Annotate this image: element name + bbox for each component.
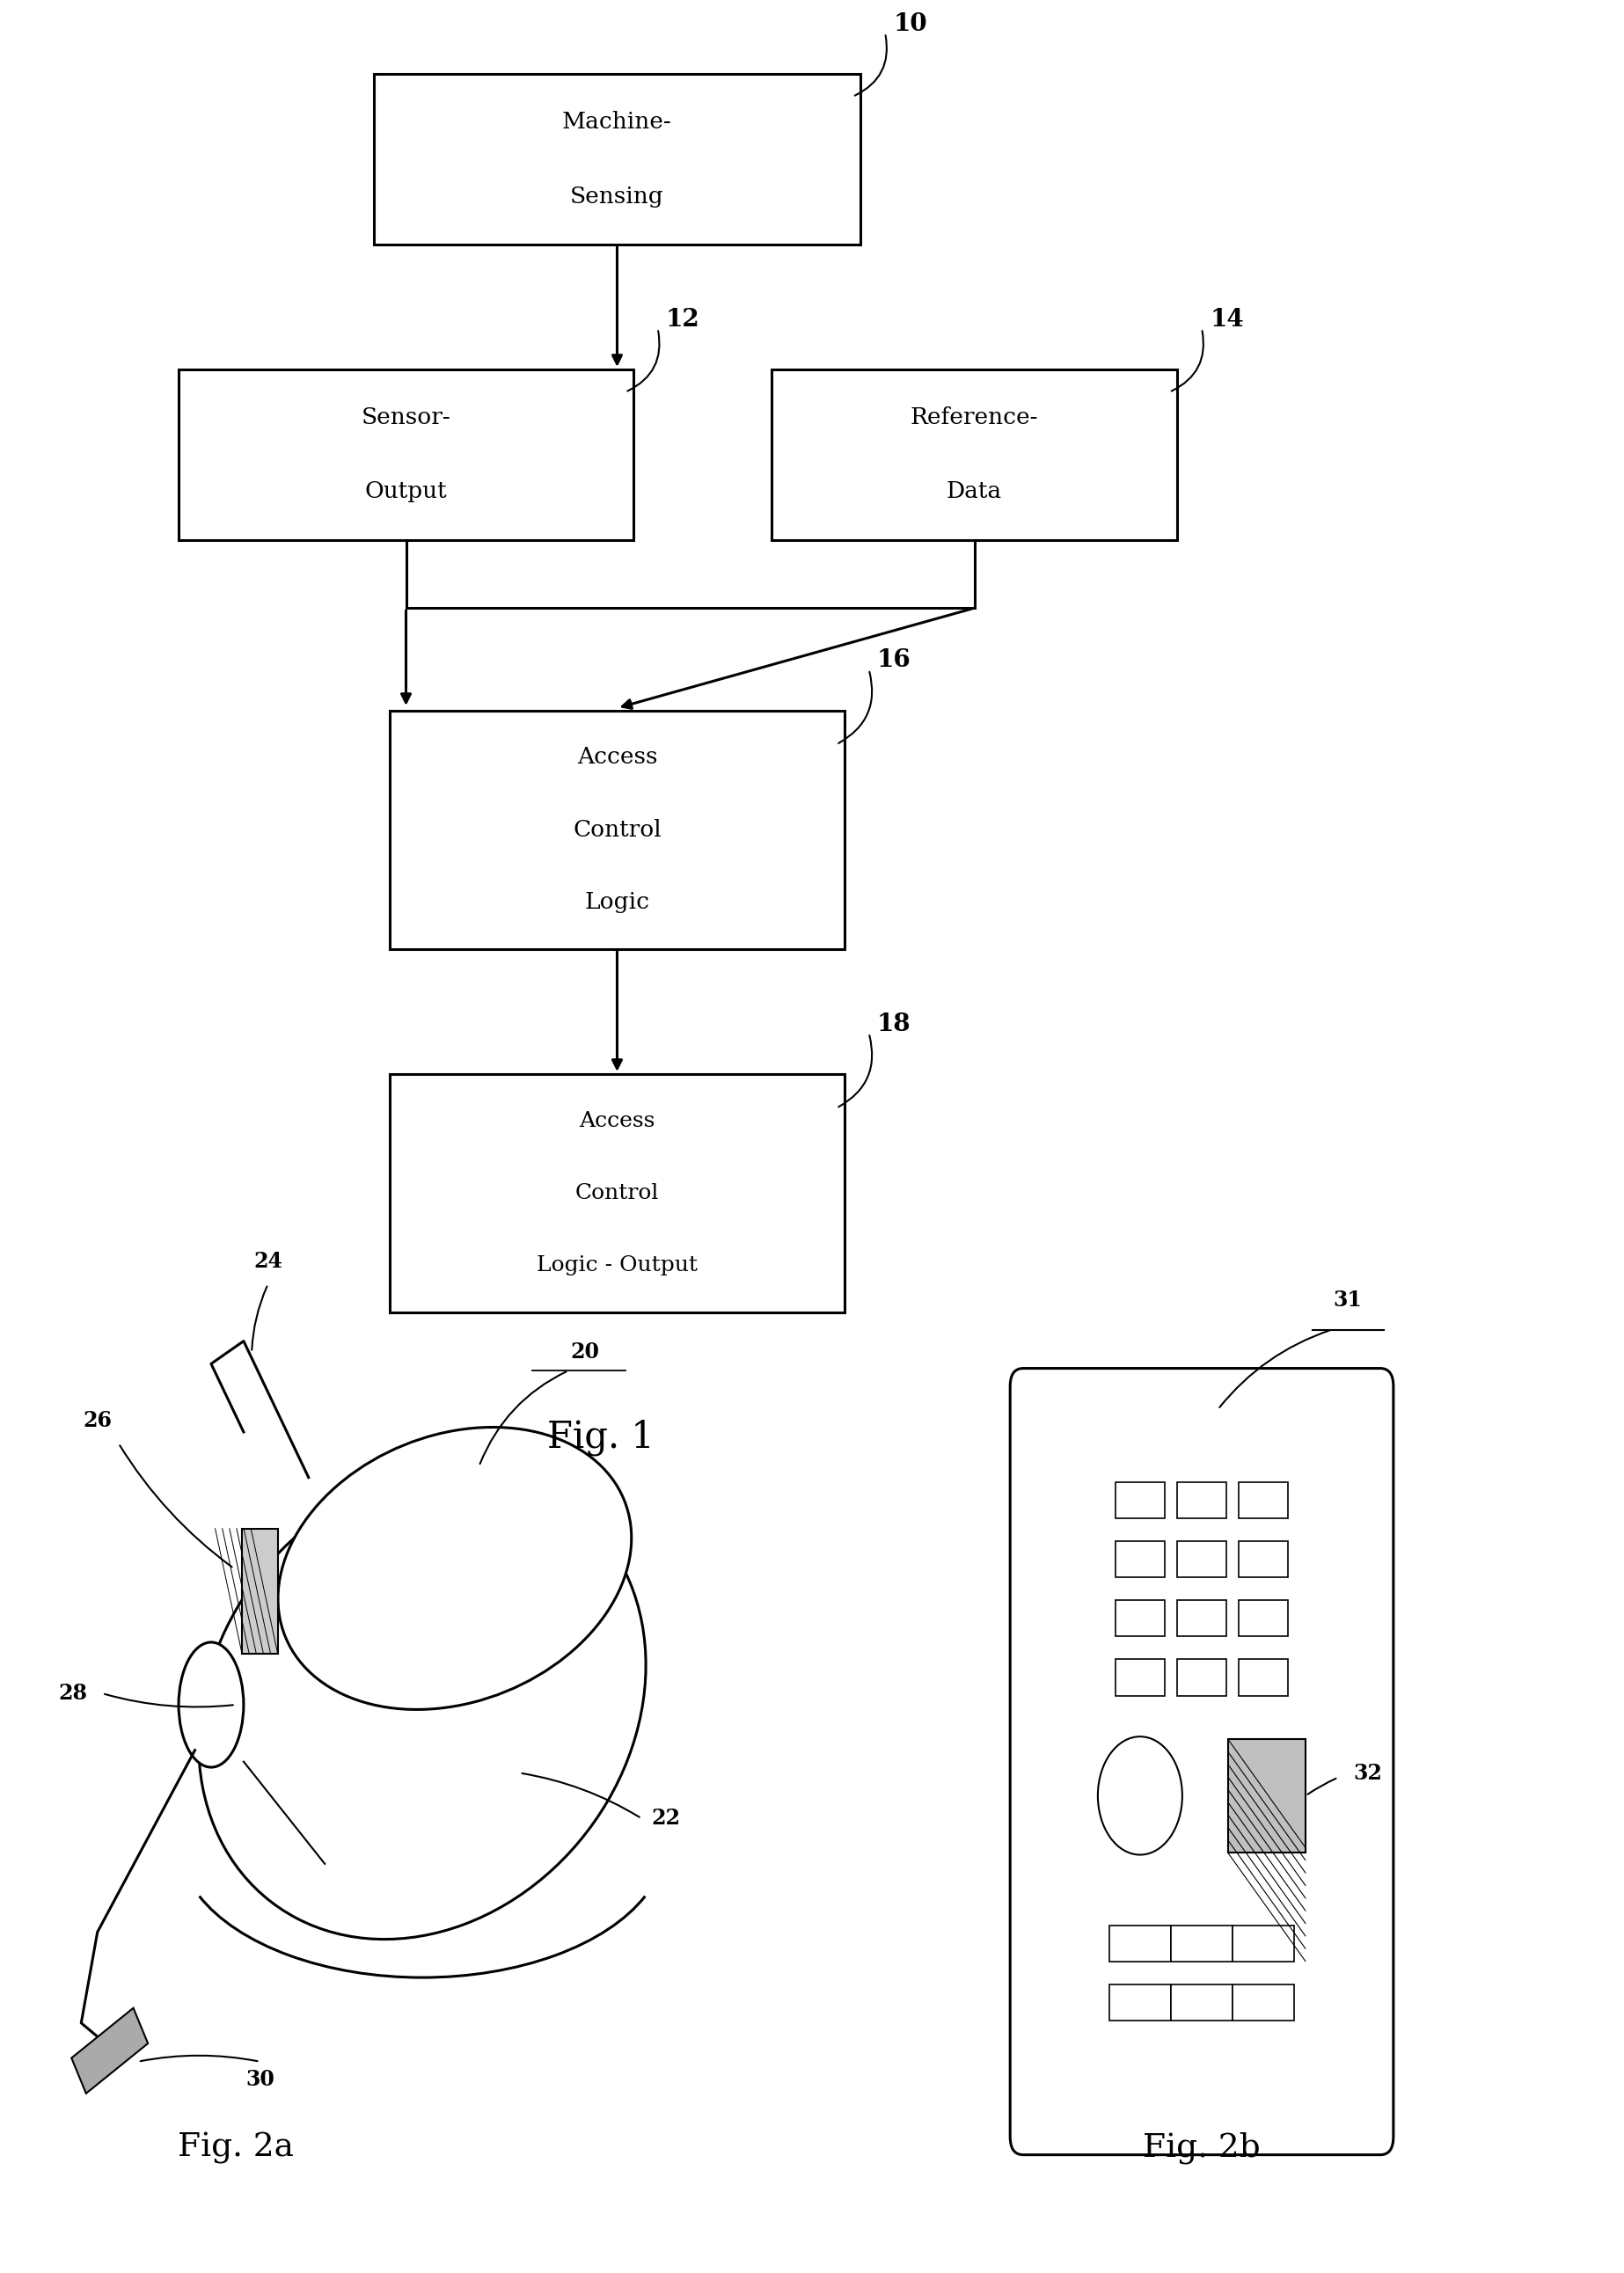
Bar <box>1177 1482 1226 1518</box>
Text: 22: 22 <box>651 1807 680 1830</box>
Text: Output: Output <box>365 480 447 502</box>
Text: 10: 10 <box>893 11 927 36</box>
Text: Fig. 2b: Fig. 2b <box>1143 2132 1260 2164</box>
Text: Reference-: Reference- <box>911 407 1038 430</box>
Bar <box>771 368 1177 539</box>
Text: Data: Data <box>947 480 1002 502</box>
Text: 30: 30 <box>245 2068 274 2091</box>
Text: 18: 18 <box>877 1011 911 1036</box>
Bar <box>1239 1541 1288 1577</box>
Bar <box>1109 1984 1171 2021</box>
Text: 28: 28 <box>58 1682 88 1705</box>
Text: 16: 16 <box>877 648 911 673</box>
Text: 26: 26 <box>83 1409 112 1432</box>
Bar <box>390 709 844 950</box>
Ellipse shape <box>278 1427 632 1709</box>
Text: Sensor-: Sensor- <box>361 407 451 430</box>
Bar <box>1177 1600 1226 1637</box>
Text: Logic - Output: Logic - Output <box>536 1255 698 1275</box>
Text: Logic: Logic <box>585 891 650 914</box>
Text: Control: Control <box>575 1184 659 1202</box>
Text: Fig. 1: Fig. 1 <box>547 1418 654 1457</box>
Text: 32: 32 <box>1353 1762 1382 1784</box>
Bar <box>1177 1659 1226 1696</box>
Text: 20: 20 <box>570 1341 599 1364</box>
Ellipse shape <box>179 1641 244 1768</box>
Bar <box>1239 1659 1288 1696</box>
Ellipse shape <box>198 1471 646 1939</box>
FancyBboxPatch shape <box>1010 1368 1393 2155</box>
Bar <box>1116 1541 1164 1577</box>
Bar <box>390 1075 844 1312</box>
Bar <box>1228 1739 1306 1852</box>
Bar <box>1171 1925 1233 1962</box>
Bar <box>1239 1482 1288 1518</box>
Text: Machine-: Machine- <box>562 111 672 134</box>
Bar <box>1233 1984 1294 2021</box>
Text: Access: Access <box>577 746 658 768</box>
Bar <box>1239 1600 1288 1637</box>
Bar <box>1116 1600 1164 1637</box>
Text: 14: 14 <box>1210 307 1244 332</box>
Text: Fig. 2a: Fig. 2a <box>177 2132 294 2164</box>
Bar <box>374 73 861 243</box>
Bar <box>1116 1482 1164 1518</box>
Bar <box>1233 1925 1294 1962</box>
Text: Control: Control <box>573 818 661 841</box>
Bar <box>1116 1659 1164 1696</box>
Text: Access: Access <box>580 1111 654 1132</box>
Text: 31: 31 <box>1333 1289 1363 1312</box>
Text: 24: 24 <box>253 1250 283 1273</box>
Bar <box>1109 1925 1171 1962</box>
Bar <box>1171 1984 1233 2021</box>
Circle shape <box>1098 1737 1182 1855</box>
Bar <box>71 2007 148 2093</box>
Bar <box>179 368 633 539</box>
Text: Sensing: Sensing <box>570 184 664 207</box>
Bar <box>1177 1541 1226 1577</box>
Bar <box>242 1527 278 1652</box>
Text: 12: 12 <box>666 307 700 332</box>
